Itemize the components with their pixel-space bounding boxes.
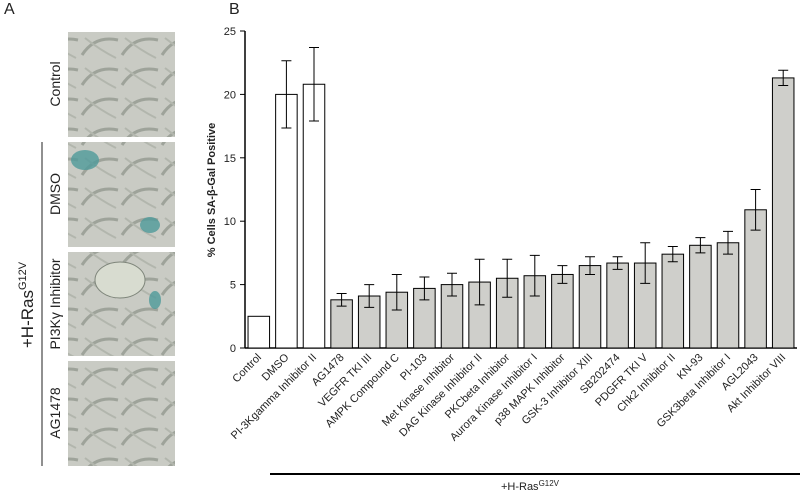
error-bar — [723, 230, 733, 255]
bar — [275, 93, 298, 349]
error-bar — [557, 265, 568, 284]
error-bar — [612, 256, 623, 270]
group-label: +H-RasG12V — [501, 479, 560, 493]
micrographs — [68, 32, 175, 466]
error-bar — [336, 292, 347, 307]
error-bar — [502, 258, 513, 298]
error-bar — [391, 273, 402, 311]
y-tick-label: 10 — [224, 216, 236, 228]
bar — [578, 265, 602, 349]
bar — [661, 253, 685, 349]
y-tick-label: 15 — [224, 153, 236, 165]
error-bar — [667, 246, 678, 263]
error-bar — [778, 69, 789, 87]
bar — [716, 242, 740, 349]
image-ag1478 — [68, 361, 175, 466]
y-tick-label: 0 — [230, 343, 236, 355]
condition-label: PI3Kγ Inhibitor — [47, 258, 63, 349]
error-bar — [447, 272, 457, 297]
y-axis-label: % Cells SA-β-Gal Positive — [206, 123, 218, 257]
bar — [302, 83, 326, 349]
error-bar — [585, 256, 595, 275]
error-bar — [695, 237, 706, 254]
y-tick-label: 20 — [224, 89, 236, 101]
bar — [689, 244, 712, 349]
image-control — [68, 32, 175, 137]
error-bar — [309, 46, 319, 122]
condition-label: DMSO — [47, 173, 63, 215]
bar — [330, 299, 353, 349]
error-bar — [640, 242, 651, 284]
error-bar — [364, 284, 375, 308]
condition-label: Control — [47, 61, 63, 106]
y-tick-label: 5 — [230, 280, 236, 292]
group-label-sup: G12V — [539, 479, 560, 488]
bar — [606, 262, 629, 349]
group-label-text: +H-Ras — [18, 290, 37, 348]
group-label: +H-RasG12V — [17, 261, 37, 348]
panel-label: A — [4, 1, 15, 18]
group-label-sup: G12V — [17, 261, 29, 290]
bar — [551, 273, 574, 349]
error-bar — [281, 60, 292, 129]
condition-label: AG1478 — [47, 387, 63, 439]
bar — [247, 315, 271, 349]
panel-label: B — [229, 1, 240, 18]
error-bar — [750, 189, 761, 231]
error-bar — [529, 254, 540, 297]
group-label-text: +H-Ras — [501, 481, 539, 493]
bar — [771, 77, 795, 349]
x-tick-label: Control — [230, 352, 264, 386]
y-tick-label: 25 — [224, 26, 236, 38]
error-bar — [419, 276, 430, 301]
error-bar — [474, 258, 485, 306]
